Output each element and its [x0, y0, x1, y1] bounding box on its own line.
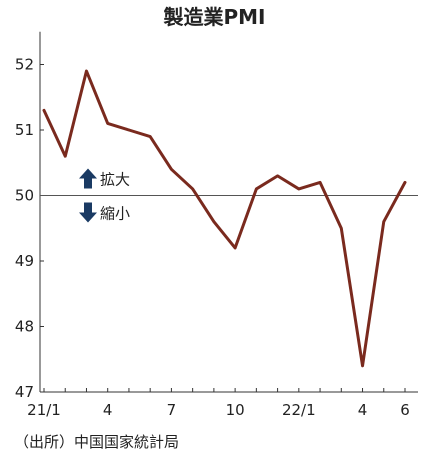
y-tick-label: 51 [15, 121, 34, 139]
x-tick-label: 6 [400, 401, 410, 419]
data-point [191, 187, 194, 191]
y-tick-label: 47 [15, 383, 34, 401]
y-tick-label: 48 [15, 318, 34, 336]
data-point [297, 187, 301, 191]
x-tick-label: 4 [103, 401, 113, 419]
data-point [127, 128, 131, 132]
series-line [42, 69, 407, 368]
data-point [106, 122, 109, 125]
data-point [255, 187, 258, 191]
y-tick-label: 49 [15, 252, 34, 270]
y-tick-label: 52 [15, 56, 34, 74]
data-point [233, 246, 237, 250]
source-note: （出所）中国国家統計局 [14, 433, 179, 451]
data-point [148, 135, 152, 138]
x-tick-label: 21/1 [27, 401, 61, 419]
y-tick-label: 50 [15, 187, 34, 205]
data-point [403, 181, 407, 184]
data-point [361, 364, 364, 367]
data-point [340, 227, 343, 230]
data-point [382, 220, 385, 223]
x-tick-label: 4 [358, 401, 368, 419]
data-point [64, 155, 67, 158]
data-point [212, 220, 216, 223]
data-point [170, 168, 173, 171]
annotation-contract: 縮小 [100, 205, 130, 223]
x-tick-label: 10 [226, 401, 245, 419]
x-tick-label: 7 [167, 401, 177, 419]
x-tick-label: 22/1 [282, 401, 316, 419]
data-point [276, 174, 279, 178]
arrow-up-icon [79, 168, 97, 189]
arrow-down-icon [79, 202, 97, 223]
series-group [42, 69, 407, 368]
annotation-expand: 拡大 [100, 171, 130, 189]
data-point [42, 109, 46, 112]
y-axis: 47 48 49 50 51 52 [15, 31, 44, 401]
x-axis: 21/1 4 7 10 22/1 4 6 [27, 388, 418, 419]
chart-title: 製造業PMI [163, 5, 265, 29]
data-point [318, 181, 322, 184]
data-point [85, 69, 88, 73]
